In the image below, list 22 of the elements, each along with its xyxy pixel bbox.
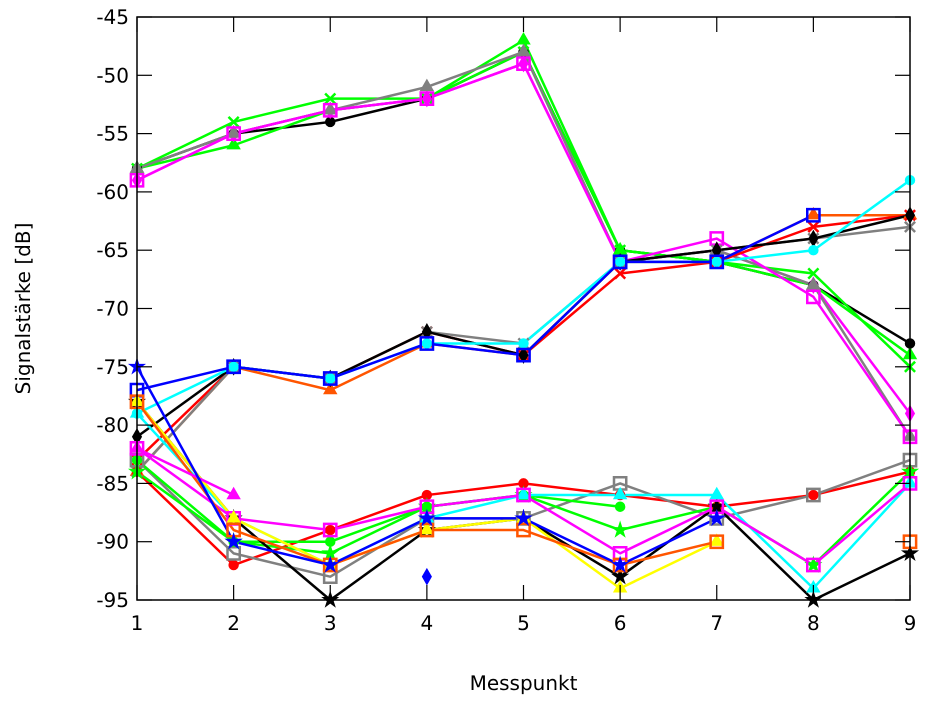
x-tick-label: 9 [904,611,916,635]
y-tick-label: -85 [96,471,129,496]
x-tick-label: 3 [324,611,337,635]
y-tick-label: -90 [96,530,129,554]
y-tick-label: -75 [96,354,129,379]
y-axis-title: Signalstärke [dB] [11,222,35,394]
x-tick-label: 2 [227,611,240,635]
y-tick-label: -65 [96,238,129,262]
x-tick-label: 7 [710,611,724,635]
x-tick-label: 4 [420,611,434,635]
x-tick-label: 5 [517,611,530,635]
y-tick-label: -50 [96,63,129,88]
x-tick-label: 8 [807,611,820,635]
x-tick-label: 6 [614,611,626,635]
y-tick-label: -95 [96,588,129,612]
x-axis-title: Messpunkt [470,671,578,695]
y-tick-label: -45 [96,5,129,29]
y-tick-label: -60 [96,180,129,204]
x-tick-label: 1 [130,611,144,635]
y-tick-label: -70 [96,296,129,320]
y-tick-label: -55 [96,122,129,146]
y-tick-label: -80 [96,413,129,438]
